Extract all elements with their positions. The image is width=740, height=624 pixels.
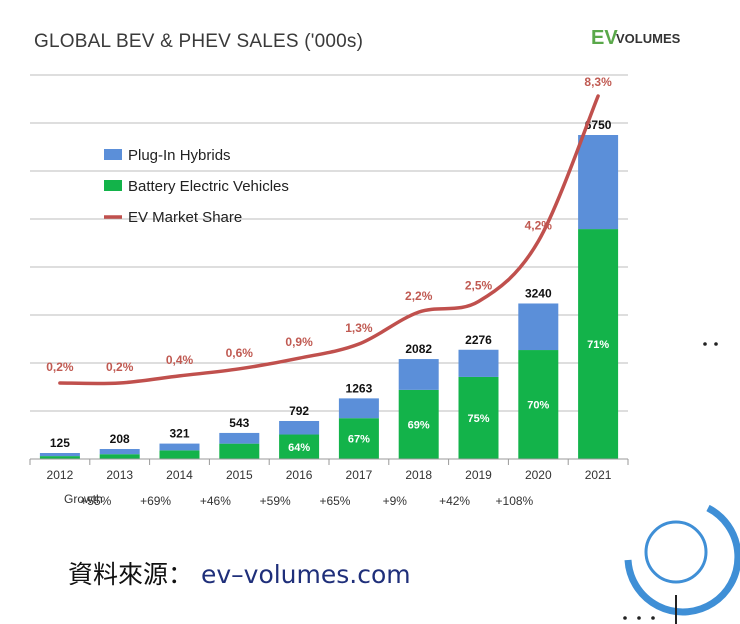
bar-phev-2020 xyxy=(518,303,559,351)
ev-volumes-logo: EV VOLUMES xyxy=(591,27,681,49)
x-tick-2012: 2012 xyxy=(47,468,74,482)
bar-bev-2020 xyxy=(518,350,559,459)
bar-phev-2016 xyxy=(279,420,320,435)
growth-value-2017: +59% xyxy=(260,494,291,508)
total-label-2020: 3240 xyxy=(525,286,552,300)
total-label-2013: 208 xyxy=(110,432,130,446)
bar-phev-2018 xyxy=(398,359,439,390)
legend-label: Battery Electric Vehicles xyxy=(128,178,289,195)
bev-share-label-2017: 67% xyxy=(348,434,370,446)
bar-bev-2018 xyxy=(398,389,439,459)
x-tick-2017: 2017 xyxy=(346,468,373,482)
x-tick-2018: 2018 xyxy=(405,468,432,482)
bev-share-label-2016: 64% xyxy=(288,442,310,454)
x-tick-2019: 2019 xyxy=(465,468,492,482)
bar-bev-2012 xyxy=(39,456,80,459)
source-link[interactable]: ev–volumes.com xyxy=(200,560,411,589)
market-share-label-2016: 0,9% xyxy=(285,335,313,349)
bar-phev-2014 xyxy=(159,443,200,451)
legend-label: EV Market Share xyxy=(128,209,242,226)
market-share-label-2020: 4,2% xyxy=(525,218,553,232)
market-share-label-2013: 0,2% xyxy=(106,360,134,374)
legend: Plug-In Hybrids Battery Electric Vehicles… xyxy=(104,147,289,226)
x-tick-2014: 2014 xyxy=(166,468,193,482)
bev-share-label-2021: 71% xyxy=(587,339,609,351)
bar-bev-2013 xyxy=(99,454,140,459)
total-label-2016: 792 xyxy=(289,404,309,418)
growth-row: Growth+55% +69% +46% +59% +65% +9% +42% +108% xyxy=(64,492,534,508)
legend-label: Plug-In Hybrids xyxy=(128,147,231,164)
bar-bev-2019 xyxy=(458,376,499,459)
total-label-2017: 1263 xyxy=(346,381,373,395)
growth-label: Growth xyxy=(64,492,103,506)
growth-value-2016: +46% xyxy=(200,494,231,508)
market-share-label-2017: 1,3% xyxy=(345,321,373,335)
gridlines xyxy=(30,74,628,412)
total-label-2012: 125 xyxy=(50,436,70,450)
total-label-2014: 321 xyxy=(169,427,189,441)
growth-value-2020: +42% xyxy=(439,494,470,508)
bar-phev-2019 xyxy=(458,349,499,377)
bar-bev-2015 xyxy=(219,443,260,459)
market-share-line xyxy=(58,94,600,386)
bar-bev-2021 xyxy=(578,229,619,459)
market-share-series: 0,2% 0,2% 0,4% 0,6% 0,9% 1,3% 2,2% 2,5% 4,2% 8,3% xyxy=(46,75,612,386)
bars: 125 208 321 543 792 64% 1263 67% 2082 69% 2276 75% 3… xyxy=(39,118,619,459)
bar-phev-2012 xyxy=(39,453,80,457)
legend-swatch xyxy=(104,149,122,160)
growth-value-2018: +65% xyxy=(319,494,350,508)
source-label: 資料來源： xyxy=(68,560,194,589)
bar-bev-2014 xyxy=(159,450,200,459)
growth-value-2021: +108% xyxy=(496,494,534,508)
growth-value-2019: +9% xyxy=(383,494,408,508)
logo-volumes-text: VOLUMES xyxy=(616,31,681,46)
bar-phev-2015 xyxy=(219,432,260,444)
x-tick-2016: 2016 xyxy=(286,468,313,482)
bar-bev-2017 xyxy=(338,418,379,459)
market-share-label-2012: 0,2% xyxy=(46,360,74,374)
circle-logo-icon xyxy=(624,504,740,624)
market-share-label-2018: 2,2% xyxy=(405,289,433,303)
x-tick-2020: 2020 xyxy=(525,468,552,482)
growth-value-2014: +55% xyxy=(80,494,111,508)
ellipsis-icon[interactable] xyxy=(703,342,718,346)
bar-phev-2017 xyxy=(338,398,379,419)
chart-title: GLOBAL BEV & PHEV SALES ('000s) xyxy=(34,31,363,52)
logo-ev-text: EV xyxy=(591,27,618,49)
bar-phev-2013 xyxy=(99,449,140,455)
legend-swatch xyxy=(104,180,122,191)
growth-value-2015: +69% xyxy=(140,494,171,508)
market-share-label-2015: 0,6% xyxy=(226,346,254,360)
x-tick-labels: 2012 2013 2014 2015 2016 2017 2018 2019 2020 2021 xyxy=(29,459,629,482)
total-label-2021: 6750 xyxy=(585,118,612,132)
x-tick-2015: 2015 xyxy=(226,468,253,482)
bev-share-label-2018: 69% xyxy=(408,419,430,431)
bar-bev-2016 xyxy=(279,434,320,459)
ellipsis-icon-bottom[interactable] xyxy=(623,616,655,620)
source-caption: 資料來源： ev–volumes.com xyxy=(68,555,411,591)
market-share-label-2014: 0,4% xyxy=(166,353,194,367)
x-tick-2021: 2021 xyxy=(585,468,612,482)
bev-share-label-2020: 70% xyxy=(527,400,549,412)
bev-share-label-2019: 75% xyxy=(467,413,489,425)
market-share-label-2021: 8,3% xyxy=(584,75,612,89)
total-label-2018: 2082 xyxy=(405,342,432,356)
bar-phev-2021 xyxy=(578,135,619,230)
total-label-2019: 2276 xyxy=(465,333,492,347)
market-share-label-2019: 2,5% xyxy=(465,279,493,293)
x-tick-2013: 2013 xyxy=(106,468,133,482)
total-label-2015: 543 xyxy=(229,416,249,430)
